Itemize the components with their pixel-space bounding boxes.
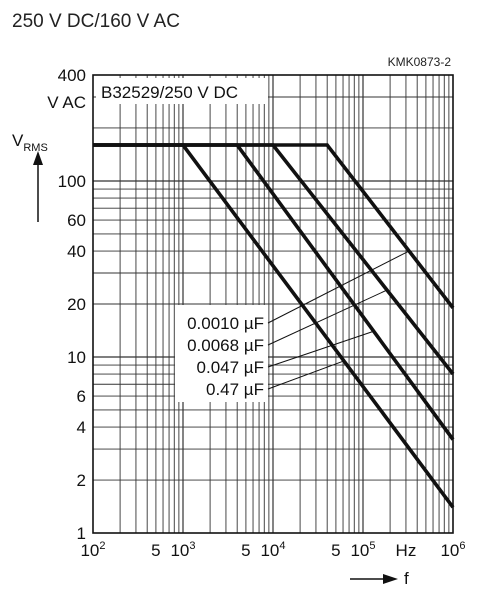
y-tick-label: 100 [58,172,86,191]
x-tick-label: 5 [241,541,250,560]
series-lines [93,143,455,509]
inset-label-box: B32529/250 V DC [96,78,268,104]
legend-leader-line [267,330,374,368]
y-axis-top-unit: V AC [47,93,86,112]
plot-frame [92,74,454,534]
y-tick-label: 1 [77,524,86,543]
chart-title: 250 V DC/160 V AC [12,11,180,32]
x-axis-symbol: f [404,569,409,588]
x-axis-arrow [350,574,398,584]
x-tick-label: 106 [440,540,465,560]
y-tick-label: 40 [67,242,86,261]
y-tick-label: 10 [67,348,86,367]
y-tick-labels: 400 100 60 40 20 10 6 4 2 1 [58,66,86,543]
x-tick-label: 5 [151,541,160,560]
x-tick-label: 104 [260,540,285,560]
x-tick-label: 102 [80,540,105,560]
legend-entry-0: 0.0010 µF [187,314,264,333]
legend-box: 0.0010 µF 0.0068 µF 0.047 µF 0.47 µF [175,305,268,402]
y-tick-label: 20 [67,295,86,314]
legend-leader-line [267,360,345,390]
y-tick-label: 4 [77,418,86,437]
x-tick-labels: 102 5 103 5 104 5 105 Hz 106 [80,540,465,560]
figure-reference: KMK0873-2 [388,55,452,69]
x-tick-label: 103 [170,540,195,560]
y-axis-label: VRMS [12,131,48,154]
x-tick-label: Hz [396,541,417,560]
series-line [93,143,455,509]
y-axis-arrow [33,151,43,222]
legend-leaders [267,250,410,390]
x-tick-label: 5 [331,541,340,560]
x-tick-label: 105 [350,540,375,560]
y-tick-label: 400 [58,66,86,85]
y-tick-label: 60 [67,211,86,230]
y-tick-label: 2 [77,471,86,490]
legend-leader-line [267,250,410,324]
legend-entry-1: 0.0068 µF [187,336,264,355]
inset-label: B32529/250 V DC [101,83,238,102]
y-tick-label: 6 [77,387,86,406]
legend-entry-3: 0.47 µF [206,380,264,399]
legend-leader-line [267,289,388,346]
legend-entry-2: 0.047 µF [197,358,264,377]
